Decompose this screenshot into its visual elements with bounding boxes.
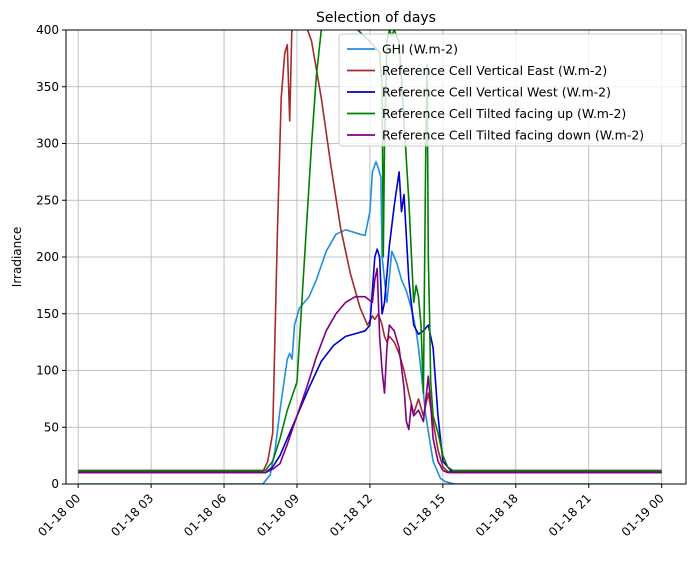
y-tick-label: 350 — [36, 80, 59, 94]
y-tick-label: 300 — [36, 137, 59, 151]
chart-title: Selection of days — [316, 10, 436, 26]
y-tick-label: 150 — [36, 307, 59, 321]
y-axis: 0 50 100 150 200 250 300 350 400 — [36, 23, 66, 491]
series-line-0 — [78, 160, 662, 484]
y-tick-label: 200 — [36, 250, 59, 264]
y-axis-label: Irradiance — [10, 227, 24, 287]
legend-label: Reference Cell Tilted facing up (W.m-2) — [382, 106, 626, 121]
series-line-2 — [78, 171, 662, 474]
legend: GHI (W.m-2) Reference Cell Vertical East … — [338, 33, 683, 147]
y-tick-label: 100 — [36, 364, 59, 378]
legend-label: Reference Cell Vertical West (W.m-2) — [382, 85, 611, 100]
legend-box — [338, 33, 683, 147]
series-line-1 — [78, 30, 662, 473]
legend-label: GHI (W.m-2) — [382, 42, 458, 57]
legend-label: Reference Cell Vertical East (W.m-2) — [382, 63, 607, 78]
y-tick-label: 250 — [36, 193, 59, 207]
series-line-4 — [78, 267, 662, 474]
y-tick-label: 400 — [36, 23, 59, 37]
y-tick-label: 50 — [44, 420, 59, 434]
y-tick-label: 0 — [51, 477, 59, 491]
legend-label: Reference Cell Tilted facing down (W.m-2… — [382, 128, 644, 143]
